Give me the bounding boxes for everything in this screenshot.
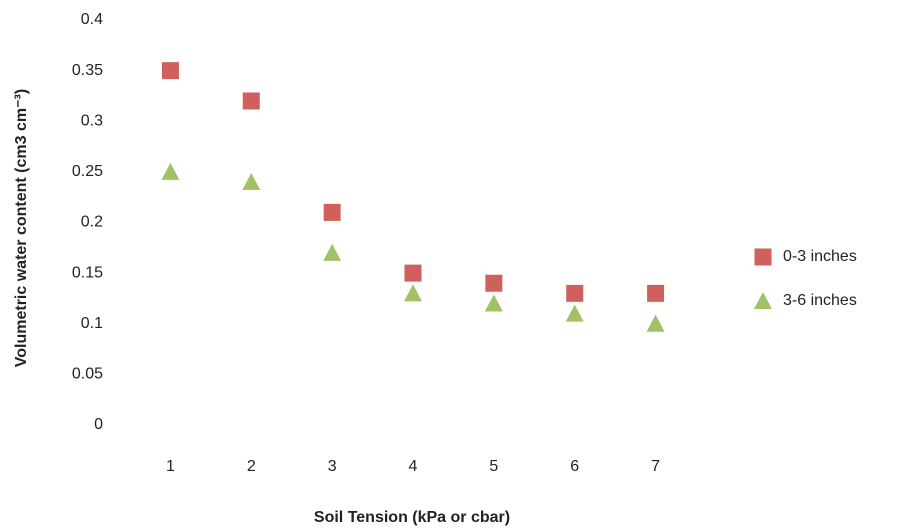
legend-marker <box>754 248 772 266</box>
marker <box>566 284 584 302</box>
marker <box>565 304 584 322</box>
x-tick-label: 6 <box>570 458 579 475</box>
x-axis-title: Soil Tension (kPa or cbar) <box>314 509 510 526</box>
legend-label: 0-3 inches <box>783 248 857 265</box>
y-tick-label: 0.4 <box>81 11 103 28</box>
marker <box>242 92 260 110</box>
marker <box>161 162 180 180</box>
legend-marker <box>754 292 772 309</box>
marker <box>323 203 341 221</box>
x-tick-label: 5 <box>489 458 498 475</box>
y-tick-label: 0.1 <box>81 315 103 332</box>
marker <box>646 314 665 332</box>
marker <box>485 274 503 292</box>
x-tick-label: 3 <box>328 458 337 475</box>
marker <box>323 243 342 261</box>
marker <box>404 284 422 302</box>
y-tick-label: 0.35 <box>72 62 103 79</box>
marker <box>242 173 261 190</box>
x-tick-label: 2 <box>247 458 256 475</box>
y-tick-label: 0.05 <box>72 366 103 383</box>
y-axis-title: Volumetric water content (cm3 cm⁻³) <box>13 89 30 367</box>
x-tick-label: 1 <box>166 458 175 475</box>
marker <box>647 284 665 302</box>
y-tick-label: 0.15 <box>72 264 103 281</box>
marker <box>404 264 422 282</box>
x-tick-label: 7 <box>651 458 660 475</box>
y-tick-label: 0.3 <box>81 112 103 129</box>
marker <box>161 62 179 80</box>
marker <box>484 294 503 312</box>
y-tick-label: 0.2 <box>81 214 103 231</box>
y-tick-label: 0.25 <box>72 163 103 180</box>
x-tick-label: 4 <box>409 458 418 475</box>
legend-label: 3-6 inches <box>783 292 857 309</box>
y-tick-label: 0 <box>94 416 103 433</box>
